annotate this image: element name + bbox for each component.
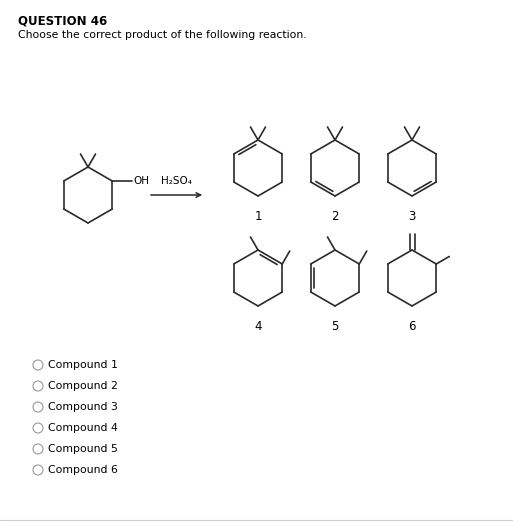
Text: Compound 6: Compound 6	[48, 465, 118, 475]
Text: Compound 3: Compound 3	[48, 402, 118, 412]
Text: 6: 6	[408, 320, 416, 333]
Text: 2: 2	[331, 210, 339, 223]
Text: Compound 5: Compound 5	[48, 444, 118, 454]
Text: H₂SO₄: H₂SO₄	[161, 176, 192, 186]
Text: 1: 1	[254, 210, 262, 223]
Text: Choose the correct product of the following reaction.: Choose the correct product of the follow…	[18, 30, 307, 40]
Text: QUESTION 46: QUESTION 46	[18, 14, 107, 27]
Text: Compound 2: Compound 2	[48, 381, 118, 391]
Text: OH: OH	[133, 176, 149, 186]
Text: 4: 4	[254, 320, 262, 333]
Text: Compound 4: Compound 4	[48, 423, 118, 433]
Text: 3: 3	[408, 210, 416, 223]
Text: 5: 5	[331, 320, 339, 333]
Text: Compound 1: Compound 1	[48, 360, 118, 370]
